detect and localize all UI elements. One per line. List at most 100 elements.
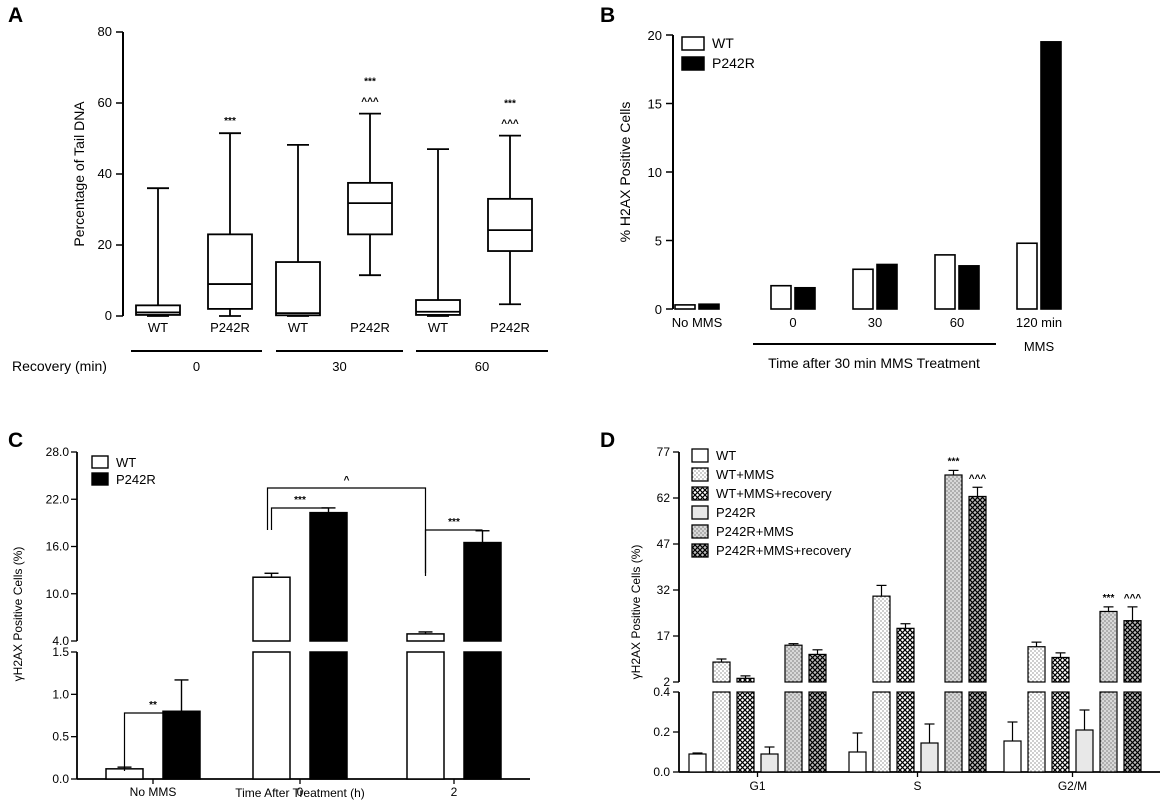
bar-wt-mms (872, 595, 891, 683)
legend-label-p242r-mms: P242R+MMS (716, 524, 794, 539)
legend-swatch-p242r-mms-recovery (691, 543, 709, 558)
panel-a-group-label: 0 (193, 359, 200, 374)
bar-wt-mms-lower (1027, 691, 1046, 773)
panel-d-y-tick-label: 2 (663, 675, 670, 689)
bar-p242r-lower (309, 651, 348, 780)
bar-wt (770, 284, 792, 310)
panel-d-y-axis-label: γH2AX Positive Cells (%) (629, 545, 643, 680)
panel-a-x-tick-label: P242R (350, 320, 390, 335)
bar-wt-lower (406, 651, 445, 780)
panel-c-y-tick-label: 0.0 (52, 772, 69, 786)
legend-label-wt: WT (116, 455, 136, 470)
panel-a-x-tick-label: WT (148, 320, 168, 335)
box-iqr (275, 261, 321, 317)
bar-p242r (698, 303, 720, 310)
bar-p242r-lower (463, 651, 502, 780)
panel-d-legend: WT WT+MMS WT+MMS+recovery P242R P242R+MMS P24… (691, 448, 852, 558)
panel-c-y-tick-label: 1.5 (52, 645, 69, 659)
bar-wt-mms-recovery (896, 627, 915, 683)
panel-a-group-label: 30 (332, 359, 346, 374)
bar-p242r-mms-recovery-lower (1123, 691, 1142, 773)
panel-d-y-tick-label: 32 (657, 583, 671, 597)
legend-swatch-wt-mms-recovery (691, 486, 709, 501)
panel-a-x-tick-label: P242R (490, 320, 530, 335)
legend-label-p242r-mms-recovery: P242R+MMS+recovery (716, 543, 852, 558)
bar-wt (674, 304, 696, 310)
panel-b-x-tick-label: MMS (1024, 339, 1055, 354)
bar-p242r-mms-recovery-lower (808, 691, 827, 773)
bar-wt-mms (712, 661, 731, 683)
panel-b-group-label: Time after 30 min MMS Treatment (768, 355, 980, 371)
legend-label-p242r: P242R (712, 55, 755, 71)
legend-swatch-p242r-mms (691, 524, 709, 539)
panel-d-y-tick-label: 0.0 (653, 765, 670, 779)
bar-wt (252, 576, 291, 642)
panel-d-x-tick-label: G2/M (1058, 779, 1087, 793)
bar-p242r (794, 286, 816, 310)
significance-label: ** (149, 700, 157, 711)
bar-wt-mms (1027, 646, 1046, 683)
bar-wt-mms-recovery-lower (896, 691, 915, 773)
significance-bracket (266, 487, 427, 576)
panel-d-y-tick-label: 62 (657, 491, 671, 505)
bar-p242r-mms-recovery (968, 495, 987, 683)
bar-wt (406, 633, 445, 642)
significance-label: *** (1103, 593, 1115, 604)
box-iqr (207, 233, 253, 310)
panel-b-x-tick-label: 30 (868, 315, 882, 330)
bar-wt-lower (252, 651, 291, 780)
box-iqr (135, 304, 181, 316)
panel-c-x-tick-label: 0 (297, 785, 304, 799)
bar-wt (688, 753, 707, 773)
panel-c-x-axis-label: Time After Treatment (h) (235, 786, 365, 800)
bar-wt-mms-recovery-lower (736, 691, 755, 773)
significance-label: *** (504, 99, 516, 110)
panel-a-x-tick-label: P242R (210, 320, 250, 335)
panel-b-legend: WT P242R (681, 35, 755, 71)
panel-a-x-tick-label: WT (288, 320, 308, 335)
significance-label: ^^^ (361, 97, 379, 108)
legend-swatch-wt-mms (691, 467, 709, 482)
panel-a-y-tick-label: 20 (98, 237, 112, 252)
panel-b-x-tick-label: 60 (950, 315, 964, 330)
panel-b-chart: 0 5 10 15 20 No MMS 0 30 60 120 min MMS Time afte… (617, 28, 1062, 371)
panel-a-y-tick-label: 80 (98, 24, 112, 39)
panel-letter-c: C (8, 429, 23, 452)
bar-p242r (760, 753, 779, 773)
panel-d-x-tick-label: G1 (749, 779, 765, 793)
legend-swatch-wt (681, 36, 705, 51)
panel-a-y-tick-label: 0 (105, 308, 112, 323)
panel-d-x-tick-label: S (913, 779, 921, 793)
legend-label-p242r: P242R (116, 472, 156, 487)
legend-swatch-p242r (681, 56, 705, 71)
bar-wt-mms-recovery (1051, 656, 1070, 683)
box-iqr (487, 197, 533, 252)
legend-swatch-wt (91, 455, 109, 469)
legend-label-p242r: P242R (716, 505, 756, 520)
legend-swatch-wt (691, 448, 709, 463)
bar-wt (1016, 242, 1038, 310)
panel-d-y-tick-label: 47 (657, 537, 671, 551)
panel-d-y-tick-label: 0.2 (653, 725, 670, 739)
bar-p242r-mms-lower (1099, 691, 1118, 773)
bar-p242r-mms-recovery-lower (968, 691, 987, 773)
bar-p242r-mms-lower (784, 691, 803, 773)
legend-swatch-p242r (691, 505, 709, 520)
panel-c-chart: 4.0 10.0 16.0 22.0 28.0 0.0 0.5 1.0 1.5 No MMS 0 2… (11, 445, 530, 800)
bar-p242r-mms (1099, 610, 1118, 683)
bar-p242r (309, 511, 348, 642)
panel-letter-a: A (8, 4, 23, 27)
panel-b-y-tick-label: 15 (648, 97, 662, 112)
significance-label: *** (294, 495, 306, 506)
bar-p242r (463, 541, 502, 642)
bar-p242r-mms (784, 644, 803, 683)
panel-c-y-tick-label: 4.0 (52, 634, 69, 648)
panel-d-y-tick-label: 17 (657, 629, 671, 643)
significance-label: *** (364, 77, 376, 88)
panel-b-y-tick-label: 20 (648, 28, 662, 43)
bar-wt (848, 751, 867, 773)
panel-d-y-tick-label: 77 (657, 445, 671, 459)
significance-label: ^^^ (969, 473, 987, 484)
bar-wt (934, 254, 956, 310)
